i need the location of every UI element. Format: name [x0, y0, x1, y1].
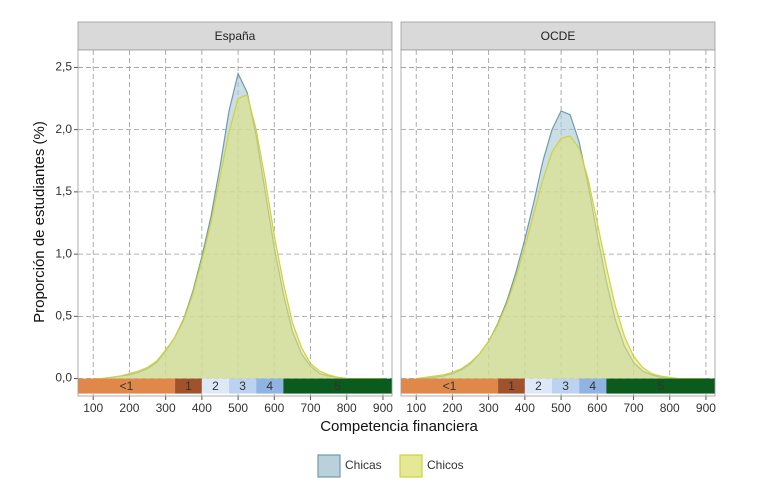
x-tick-label: 100: [83, 401, 103, 415]
x-tick-label: 600: [587, 401, 607, 415]
level-label: 2: [535, 379, 542, 393]
y-tick-label: 0,5: [55, 309, 72, 323]
x-tick-label: 700: [300, 401, 320, 415]
strip: [77, 21, 393, 51]
panel-border: [77, 49, 393, 397]
y-axis-title: Proporción de estudiantes (%): [31, 121, 48, 323]
level-label: <1: [443, 379, 457, 393]
level-label: 4: [589, 379, 596, 393]
level-band: [175, 378, 202, 394]
x-tick-label: 300: [156, 401, 176, 415]
x-axis-title: Competencia financiera: [320, 418, 478, 435]
x-tick-label: 100: [406, 401, 426, 415]
y-tick-label: 0,0: [55, 371, 72, 385]
level-band: [524, 378, 553, 394]
level-band: [229, 378, 257, 394]
x-tick-label: 500: [228, 401, 248, 415]
x-tick-label: 400: [192, 401, 212, 415]
y-tick-label: 1,5: [55, 184, 72, 198]
x-tick-label: 300: [479, 401, 499, 415]
x-tick-label: 500: [551, 401, 571, 415]
x-tick-label: 700: [623, 401, 643, 415]
level-band: [201, 378, 230, 394]
level-label: 4: [266, 379, 273, 393]
density-area: [93, 93, 383, 380]
strip: [400, 21, 716, 51]
level-band: [401, 378, 499, 394]
x-tick-label: 900: [373, 401, 393, 415]
density-area: [416, 135, 706, 380]
y-tick-label: 1,0: [55, 246, 72, 260]
x-tick-label: 200: [119, 401, 139, 415]
x-tick-label: 400: [515, 401, 535, 415]
x-tick-label: 800: [660, 401, 680, 415]
legend-swatch: [317, 454, 341, 478]
level-label: 5: [334, 379, 341, 393]
legend-swatch: [399, 454, 423, 478]
panel-title: OCDE: [541, 29, 576, 43]
x-tick-label: 600: [264, 401, 284, 415]
legend-label: Chicos: [427, 458, 464, 472]
level-label: 3: [562, 379, 569, 393]
level-band: [256, 378, 284, 394]
level-band: [579, 378, 607, 394]
level-label: <1: [120, 379, 134, 393]
x-tick-label: 900: [696, 401, 716, 415]
x-tick-label: 800: [337, 401, 357, 415]
y-tick-label: 2,0: [55, 122, 72, 136]
level-band: [283, 378, 392, 394]
level-label: 3: [239, 379, 246, 393]
y-tick-label: 2,5: [55, 60, 72, 74]
level-band: [498, 378, 525, 394]
level-label: 1: [508, 379, 515, 393]
level-band: [606, 378, 715, 394]
level-label: 1: [185, 379, 192, 393]
panel-title: España: [215, 29, 256, 43]
panel-border: [400, 49, 716, 397]
level-band: [552, 378, 580, 394]
x-tick-label: 200: [442, 401, 462, 415]
level-label: 2: [212, 379, 219, 393]
level-label: 5: [657, 379, 664, 393]
level-band: [78, 378, 176, 394]
legend-label: Chicas: [345, 458, 382, 472]
